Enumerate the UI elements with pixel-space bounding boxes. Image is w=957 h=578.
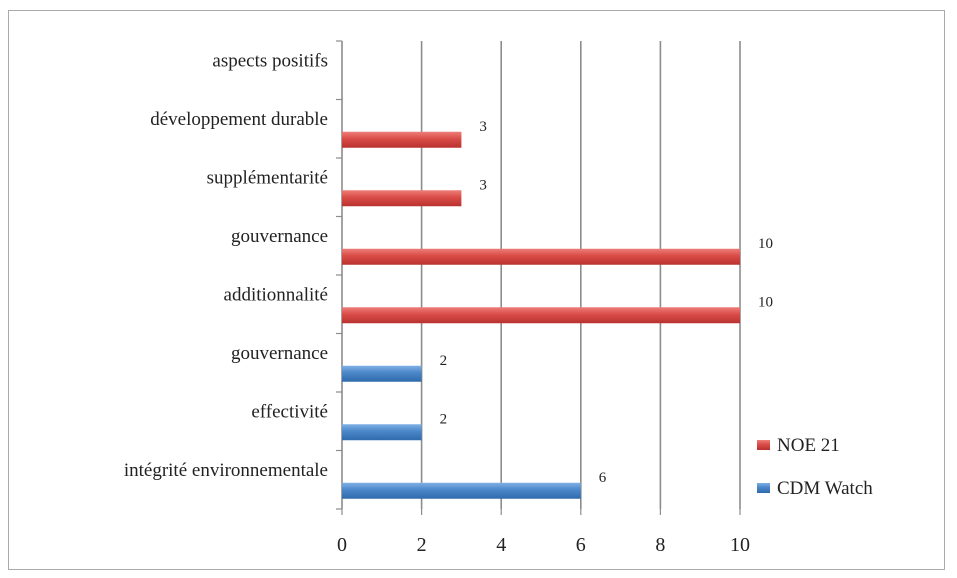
category-label: supplémentarité <box>207 167 328 188</box>
data-label: 2 <box>440 353 448 369</box>
bar <box>342 307 740 324</box>
data-label: 10 <box>758 236 773 252</box>
axes <box>336 40 741 515</box>
bar <box>342 131 462 148</box>
category-label: gouvernance <box>231 343 328 364</box>
category-label: développement durable <box>150 109 328 130</box>
legend-swatch <box>757 483 770 493</box>
chart-frame: 0 2 4 6 8 10 aspects positifs développement dur… <box>8 10 945 570</box>
legend-swatch <box>757 440 770 450</box>
legend-label: CDM Watch <box>777 478 873 499</box>
category-label: gouvernance <box>231 226 328 247</box>
x-tick-label: 10 <box>730 534 750 556</box>
category-label: aspects positifs <box>212 50 328 71</box>
data-label: 3 <box>479 119 487 135</box>
bar-chart: 0 2 4 6 8 10 aspects positifs développement dur… <box>124 40 873 556</box>
x-tick-label: 4 <box>496 534 506 556</box>
data-label: 6 <box>599 470 607 486</box>
bar <box>342 482 581 499</box>
bar <box>342 248 740 265</box>
bars <box>342 131 740 499</box>
x-tick-label: 0 <box>337 534 347 556</box>
legend: NOE 21 CDM Watch <box>757 435 873 499</box>
legend-label: NOE 21 <box>777 435 840 456</box>
x-tick-label: 6 <box>576 534 586 556</box>
bar <box>342 424 422 441</box>
category-label: intégrité environnementale <box>124 460 328 481</box>
x-tick-label: 2 <box>417 534 427 556</box>
x-tick-label: 8 <box>655 534 665 556</box>
data-label: 3 <box>479 177 487 193</box>
bar <box>342 190 462 207</box>
data-label: 2 <box>440 411 448 427</box>
category-label: additionnalité <box>224 284 328 305</box>
bar <box>342 365 422 382</box>
data-label: 10 <box>758 294 773 310</box>
category-label: effectivité <box>251 401 328 422</box>
grid-lines <box>420 41 741 509</box>
labels: 0 2 4 6 8 10 aspects positifs développement dur… <box>124 50 773 556</box>
